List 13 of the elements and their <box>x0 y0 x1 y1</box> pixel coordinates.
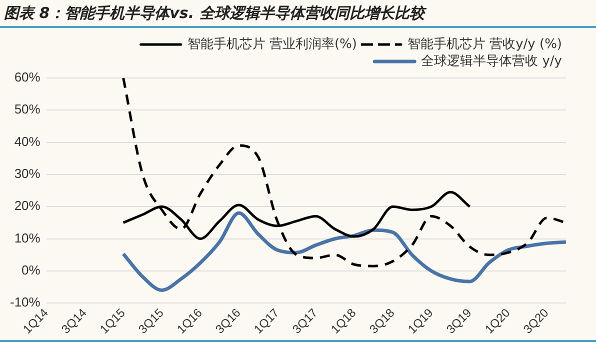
legend-label: 智能手机芯片 营业利润率(%) <box>187 36 357 52</box>
y-tick-label: 40% <box>14 134 41 149</box>
y-tick-label: 60% <box>14 70 41 85</box>
line-series <box>122 211 568 292</box>
chart-title: 图表 8：智能手机半导体vs. 全球逻辑半导体营收同比增长比较 <box>0 0 596 28</box>
y-tick-label: 0% <box>22 262 41 278</box>
legend-label: 智能手机芯片 营收y/y (%) <box>407 36 562 52</box>
y-tick-label: 10% <box>14 230 41 246</box>
y-tick-label: 30% <box>14 166 41 182</box>
y-tick-label: -10% <box>10 294 41 310</box>
y-tick-label: 50% <box>14 102 41 117</box>
legend-label: 全球逻辑半导体营收 y/y <box>421 54 562 69</box>
y-tick-label: 20% <box>14 198 41 214</box>
